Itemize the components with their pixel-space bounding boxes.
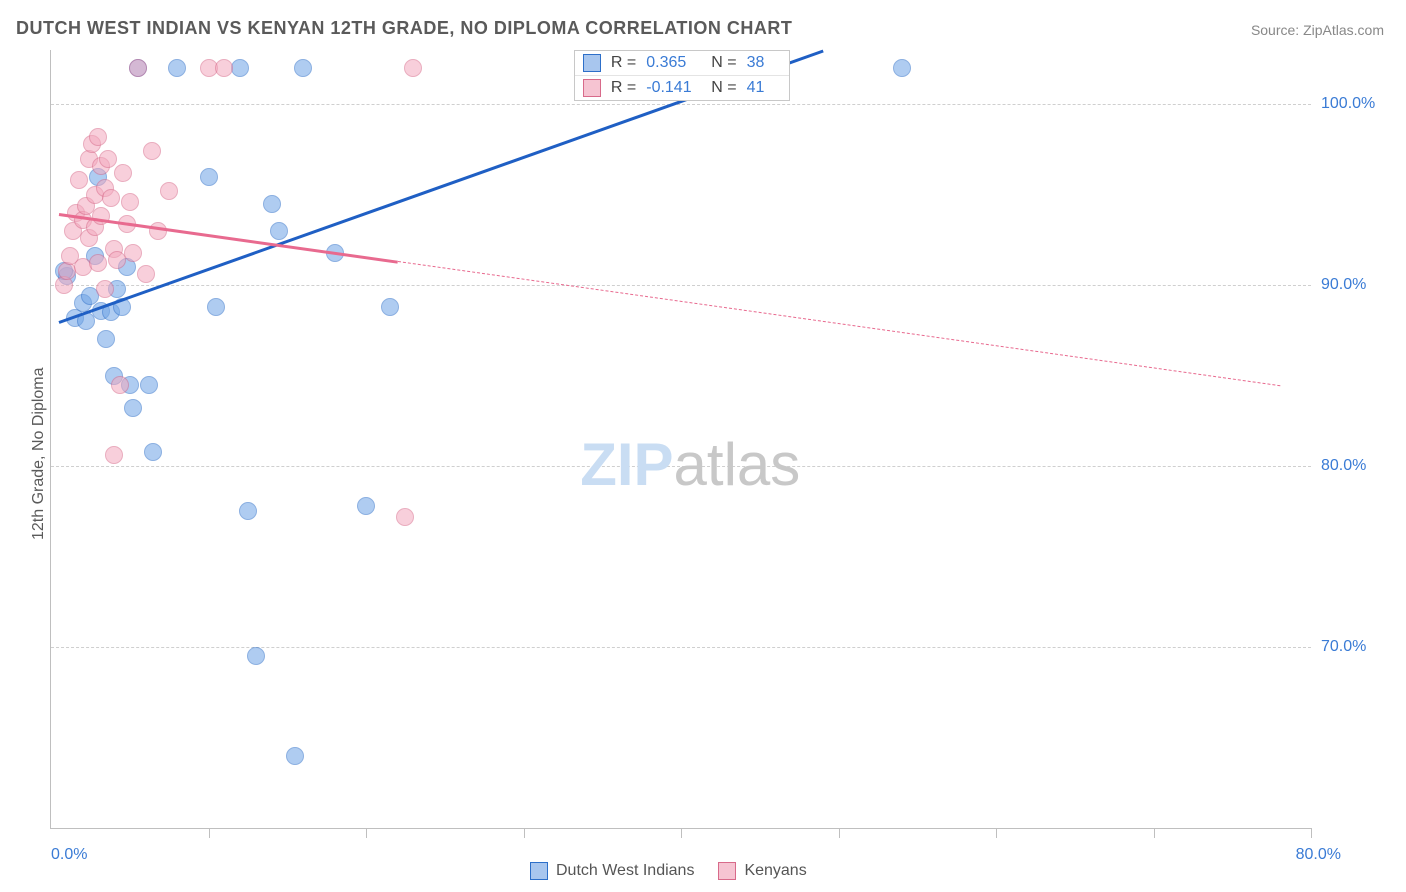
- scatter-point: [143, 142, 161, 160]
- scatter-point: [294, 59, 312, 77]
- scatter-point: [207, 298, 225, 316]
- scatter-point: [97, 330, 115, 348]
- scatter-point: [124, 399, 142, 417]
- legend-swatch: [718, 862, 736, 880]
- scatter-point: [239, 502, 257, 520]
- scatter-point: [99, 150, 117, 168]
- scatter-point: [404, 59, 422, 77]
- legend-stats-row: R = 0.365 N = 38: [575, 51, 789, 76]
- legend-swatch: [530, 862, 548, 880]
- legend-item: Dutch West Indians: [530, 862, 694, 880]
- gridline: [51, 647, 1311, 648]
- scatter-point: [168, 59, 186, 77]
- chart-title: DUTCH WEST INDIAN VS KENYAN 12TH GRADE, …: [16, 18, 792, 39]
- scatter-point: [144, 443, 162, 461]
- scatter-point: [124, 244, 142, 262]
- scatter-point: [270, 222, 288, 240]
- gridline: [51, 104, 1311, 105]
- scatter-point: [263, 195, 281, 213]
- y-tick-label: 80.0%: [1321, 457, 1391, 475]
- scatter-point: [893, 59, 911, 77]
- legend-label: Dutch West Indians: [556, 862, 694, 880]
- x-tick: [366, 828, 367, 838]
- legend-label: Kenyans: [744, 862, 806, 880]
- x-tick: [681, 828, 682, 838]
- legend-item: Kenyans: [718, 862, 806, 880]
- scatter-point: [89, 254, 107, 272]
- scatter-point: [102, 189, 120, 207]
- stat-n-value: 41: [747, 79, 777, 97]
- scatter-point: [111, 376, 129, 394]
- x-tick: [1311, 828, 1312, 838]
- legend-stats-row: R = -0.141 N = 41: [575, 76, 789, 100]
- stat-r-value: -0.141: [646, 79, 701, 97]
- watermark: ZIPatlas: [580, 430, 800, 499]
- x-axis-max-label: 80.0%: [1296, 846, 1341, 864]
- scatter-point: [140, 376, 158, 394]
- stat-n-label: N =: [711, 79, 736, 97]
- gridline: [51, 285, 1311, 286]
- scatter-point: [121, 193, 139, 211]
- legend-swatch: [583, 79, 601, 97]
- scatter-point: [396, 508, 414, 526]
- stat-n-value: 38: [747, 54, 777, 72]
- scatter-point: [70, 171, 88, 189]
- series-legend: Dutch West Indians Kenyans: [530, 862, 807, 880]
- y-tick-label: 90.0%: [1321, 276, 1391, 294]
- scatter-point: [96, 280, 114, 298]
- trendline: [397, 261, 1279, 386]
- x-tick: [839, 828, 840, 838]
- scatter-point: [129, 59, 147, 77]
- y-tick-label: 70.0%: [1321, 638, 1391, 656]
- x-tick: [996, 828, 997, 838]
- y-axis-title: 12th Grade, No Diploma: [30, 367, 48, 540]
- scatter-point: [105, 446, 123, 464]
- stat-r-label: R =: [611, 54, 636, 72]
- scatter-point: [357, 497, 375, 515]
- gridline: [51, 466, 1311, 467]
- stat-n-label: N =: [711, 54, 736, 72]
- legend-swatch: [583, 54, 601, 72]
- scatter-point: [286, 747, 304, 765]
- scatter-point: [137, 265, 155, 283]
- scatter-point: [89, 128, 107, 146]
- scatter-point: [215, 59, 233, 77]
- scatter-point: [160, 182, 178, 200]
- y-tick-label: 100.0%: [1321, 95, 1391, 113]
- scatter-point: [200, 168, 218, 186]
- legend-stats-box: R = 0.365 N = 38 R = -0.141 N = 41: [574, 50, 790, 101]
- scatter-point: [231, 59, 249, 77]
- scatter-point: [114, 164, 132, 182]
- x-tick: [524, 828, 525, 838]
- stat-r-value: 0.365: [646, 54, 701, 72]
- x-tick: [209, 828, 210, 838]
- scatter-point: [247, 647, 265, 665]
- stat-r-label: R =: [611, 79, 636, 97]
- source-attribution: Source: ZipAtlas.com: [1251, 22, 1384, 38]
- x-axis-min-label: 0.0%: [51, 846, 87, 864]
- x-tick: [1154, 828, 1155, 838]
- scatter-plot: 70.0%80.0%90.0%100.0%0.0%80.0%ZIPatlasR …: [50, 50, 1311, 829]
- scatter-point: [381, 298, 399, 316]
